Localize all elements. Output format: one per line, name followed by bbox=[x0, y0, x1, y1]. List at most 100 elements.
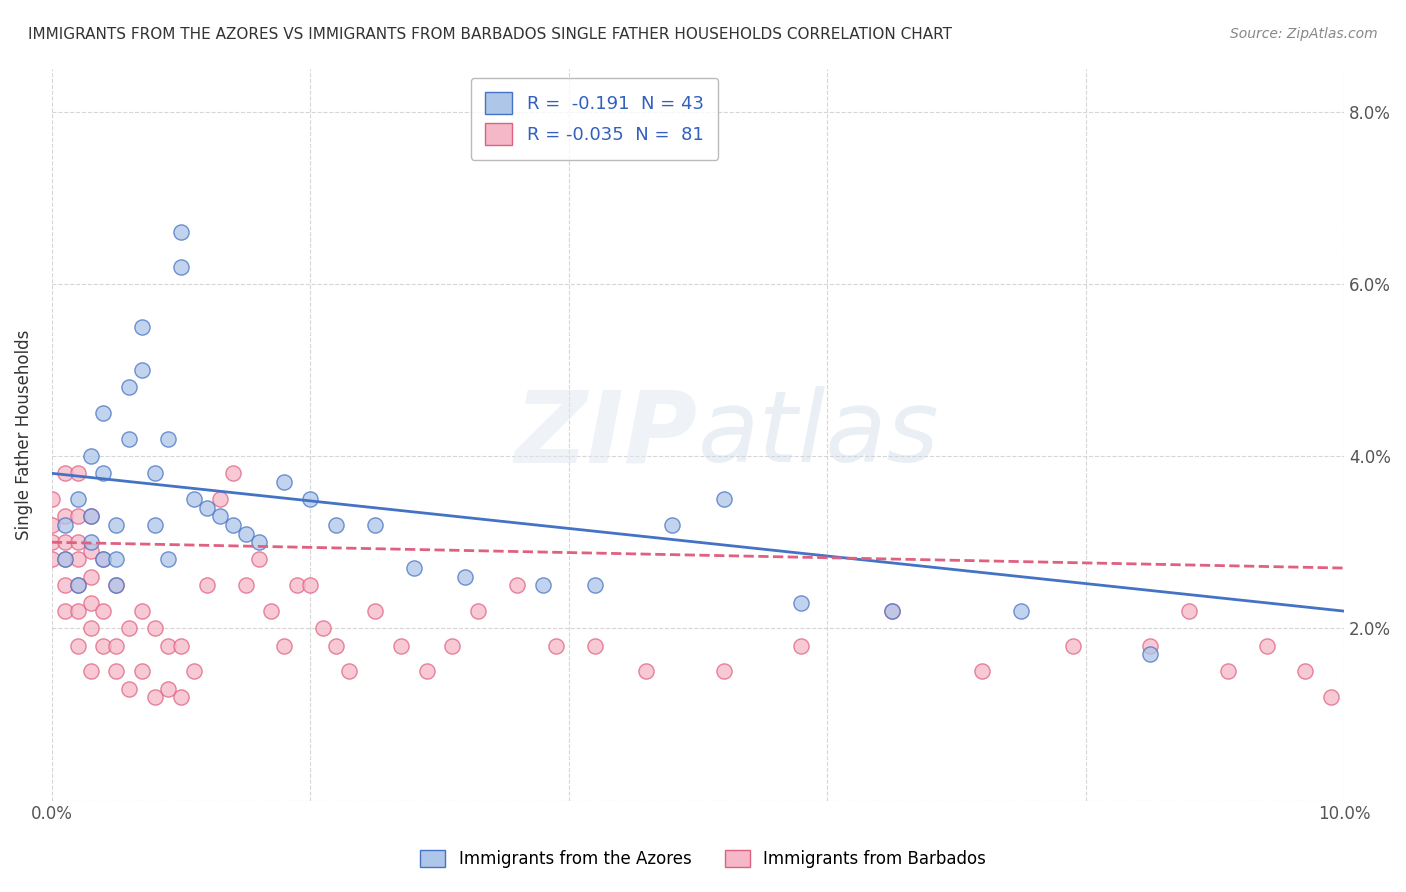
Point bbox=[195, 500, 218, 515]
Point bbox=[880, 604, 903, 618]
Point bbox=[79, 621, 101, 635]
Text: ZIP: ZIP bbox=[515, 386, 697, 483]
Point bbox=[79, 665, 101, 679]
Point bbox=[583, 639, 606, 653]
Point bbox=[66, 467, 89, 481]
Point bbox=[299, 492, 322, 507]
Point bbox=[337, 665, 360, 679]
Point bbox=[247, 535, 270, 549]
Point bbox=[1294, 665, 1316, 679]
Point bbox=[143, 518, 166, 533]
Point bbox=[1320, 690, 1343, 705]
Point bbox=[66, 509, 89, 524]
Point bbox=[1139, 639, 1161, 653]
Point bbox=[93, 406, 115, 420]
Point bbox=[105, 665, 128, 679]
Point bbox=[170, 690, 193, 705]
Point bbox=[183, 492, 205, 507]
Point bbox=[157, 681, 180, 696]
Point bbox=[53, 467, 76, 481]
Point bbox=[1256, 639, 1278, 653]
Point bbox=[53, 604, 76, 618]
Point bbox=[208, 509, 231, 524]
Point bbox=[131, 319, 153, 334]
Point bbox=[118, 432, 141, 446]
Point bbox=[1216, 665, 1239, 679]
Point bbox=[93, 552, 115, 566]
Point bbox=[1372, 665, 1395, 679]
Point bbox=[157, 432, 180, 446]
Point bbox=[41, 552, 63, 566]
Point bbox=[790, 595, 813, 609]
Point bbox=[880, 604, 903, 618]
Point bbox=[131, 604, 153, 618]
Point bbox=[1178, 604, 1201, 618]
Point bbox=[273, 475, 295, 489]
Point bbox=[66, 552, 89, 566]
Point bbox=[531, 578, 554, 592]
Point bbox=[53, 552, 76, 566]
Point bbox=[157, 552, 180, 566]
Point bbox=[79, 595, 101, 609]
Point bbox=[93, 552, 115, 566]
Point bbox=[325, 518, 347, 533]
Point bbox=[713, 665, 735, 679]
Point bbox=[157, 639, 180, 653]
Point bbox=[105, 639, 128, 653]
Legend: Immigrants from the Azores, Immigrants from Barbados: Immigrants from the Azores, Immigrants f… bbox=[413, 843, 993, 875]
Point bbox=[583, 578, 606, 592]
Point bbox=[118, 681, 141, 696]
Point bbox=[208, 492, 231, 507]
Point bbox=[661, 518, 683, 533]
Point bbox=[66, 578, 89, 592]
Point bbox=[441, 639, 464, 653]
Point bbox=[79, 544, 101, 558]
Text: atlas: atlas bbox=[697, 386, 939, 483]
Point bbox=[1346, 639, 1368, 653]
Point bbox=[415, 665, 437, 679]
Point bbox=[131, 363, 153, 377]
Point bbox=[221, 467, 243, 481]
Point bbox=[79, 535, 101, 549]
Point bbox=[1139, 647, 1161, 661]
Point bbox=[105, 578, 128, 592]
Point bbox=[53, 552, 76, 566]
Point bbox=[170, 260, 193, 274]
Point bbox=[118, 380, 141, 394]
Point bbox=[170, 225, 193, 239]
Point bbox=[79, 509, 101, 524]
Point bbox=[41, 535, 63, 549]
Point bbox=[299, 578, 322, 592]
Point bbox=[713, 492, 735, 507]
Point bbox=[53, 518, 76, 533]
Point bbox=[312, 621, 335, 635]
Point bbox=[1062, 639, 1084, 653]
Point bbox=[66, 639, 89, 653]
Legend: R =  -0.191  N = 43, R = -0.035  N =  81: R = -0.191 N = 43, R = -0.035 N = 81 bbox=[471, 78, 718, 160]
Point bbox=[143, 690, 166, 705]
Point bbox=[66, 578, 89, 592]
Point bbox=[364, 518, 387, 533]
Point bbox=[467, 604, 489, 618]
Point bbox=[402, 561, 425, 575]
Point bbox=[53, 509, 76, 524]
Point bbox=[105, 518, 128, 533]
Point bbox=[454, 570, 477, 584]
Point bbox=[131, 665, 153, 679]
Point bbox=[273, 639, 295, 653]
Text: IMMIGRANTS FROM THE AZORES VS IMMIGRANTS FROM BARBADOS SINGLE FATHER HOUSEHOLDS : IMMIGRANTS FROM THE AZORES VS IMMIGRANTS… bbox=[28, 27, 952, 42]
Point bbox=[93, 639, 115, 653]
Point bbox=[143, 621, 166, 635]
Point bbox=[364, 604, 387, 618]
Point bbox=[790, 639, 813, 653]
Point bbox=[93, 604, 115, 618]
Point bbox=[325, 639, 347, 653]
Point bbox=[544, 639, 567, 653]
Point bbox=[93, 467, 115, 481]
Point bbox=[1398, 665, 1406, 679]
Point bbox=[53, 535, 76, 549]
Point bbox=[183, 665, 205, 679]
Point bbox=[1010, 604, 1032, 618]
Point bbox=[105, 552, 128, 566]
Point bbox=[105, 578, 128, 592]
